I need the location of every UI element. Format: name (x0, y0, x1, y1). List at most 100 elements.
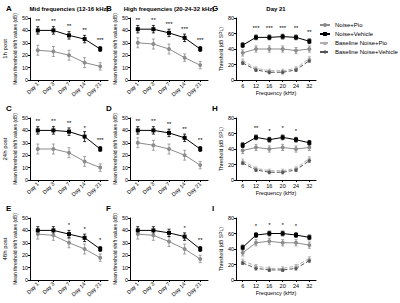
svg-text:Mean threshold shift values (d: Mean threshold shift values (dB) (112, 13, 118, 85)
svg-text:30: 30 (22, 240, 28, 246)
svg-text:0: 0 (125, 277, 128, 283)
svg-text:Day 3: Day 3 (141, 181, 155, 195)
svg-text:50: 50 (22, 115, 28, 121)
svg-text:10: 10 (122, 65, 128, 71)
svg-text:40: 40 (22, 227, 28, 233)
svg-text:Day 3: Day 3 (41, 281, 55, 295)
svg-text:Mean threshold shift values (d: Mean threshold shift values (dB) (112, 213, 118, 285)
svg-text:**: ** (67, 120, 72, 126)
svg-text:10: 10 (22, 65, 28, 71)
svg-text:Frequency (kHz): Frequency (kHz) (256, 190, 297, 196)
svg-text:60: 60 (228, 31, 234, 37)
svg-text:Day 14: Day 14 (170, 281, 187, 298)
svg-text:1h post: 1h post (2, 39, 8, 59)
svg-text:Day 14: Day 14 (170, 181, 187, 198)
svg-text:80: 80 (228, 115, 234, 121)
svg-text:20: 20 (122, 52, 128, 58)
svg-text:40: 40 (22, 27, 28, 33)
svg-text:E: E (6, 204, 12, 213)
svg-text:***: *** (97, 37, 105, 43)
svg-text:Day 14: Day 14 (70, 281, 87, 298)
svg-text:Threshold (dB SPL): Threshold (dB SPL) (218, 227, 224, 271)
svg-text:**: ** (51, 118, 56, 124)
svg-text:30: 30 (122, 140, 128, 146)
svg-text:**: ** (151, 118, 156, 124)
svg-text:Mean threshold shift values (d: Mean threshold shift values (dB) (12, 213, 18, 285)
svg-text:12: 12 (253, 283, 259, 289)
svg-text:*: * (83, 125, 86, 131)
svg-text:***: *** (181, 26, 189, 32)
svg-text:**: ** (35, 118, 40, 124)
svg-text:40: 40 (22, 127, 28, 133)
svg-text:Day 1: Day 1 (26, 181, 40, 195)
svg-text:**: ** (135, 17, 140, 23)
svg-text:16: 16 (266, 183, 272, 189)
svg-text:20: 20 (228, 162, 234, 168)
svg-text:20: 20 (228, 262, 234, 268)
svg-text:48h post: 48h post (2, 237, 8, 260)
svg-text:40: 40 (122, 27, 128, 33)
svg-text:*: * (295, 128, 298, 134)
svg-text:Day 3: Day 3 (141, 81, 155, 95)
svg-text:**: ** (151, 17, 156, 23)
svg-text:**: ** (307, 29, 312, 35)
svg-text:10: 10 (122, 265, 128, 271)
svg-text:**: ** (35, 18, 40, 24)
svg-text:16: 16 (266, 283, 272, 289)
svg-text:0: 0 (231, 177, 234, 183)
svg-text:***: *** (165, 21, 173, 27)
svg-text:**: ** (51, 18, 56, 24)
svg-text:**: ** (82, 27, 87, 33)
svg-text:30: 30 (22, 140, 28, 146)
svg-text:Day 14: Day 14 (70, 181, 87, 198)
svg-text:Frequency (kHz): Frequency (kHz) (256, 90, 297, 96)
svg-text:Day 1: Day 1 (26, 281, 40, 295)
svg-text:30: 30 (122, 240, 128, 246)
svg-text:40: 40 (228, 146, 234, 152)
svg-text:H: H (212, 104, 218, 113)
svg-text:Mean threshold shift values (d: Mean threshold shift values (dB) (12, 13, 18, 85)
svg-text:20: 20 (22, 52, 28, 58)
svg-text:20: 20 (22, 152, 28, 158)
svg-text:30: 30 (122, 40, 128, 46)
svg-text:20: 20 (280, 83, 286, 89)
svg-text:Day 3: Day 3 (141, 281, 155, 295)
svg-text:6: 6 (241, 83, 244, 89)
svg-text:6: 6 (241, 283, 244, 289)
svg-text:*: * (99, 237, 102, 243)
svg-text:Day 3: Day 3 (41, 81, 55, 95)
svg-text:40: 40 (122, 127, 128, 133)
svg-text:*: * (268, 222, 271, 228)
svg-text:20: 20 (280, 183, 286, 189)
svg-text:12: 12 (253, 83, 259, 89)
svg-text:0: 0 (25, 177, 28, 183)
svg-text:Threshold (dB SPL): Threshold (dB SPL) (218, 127, 224, 171)
svg-text:Day 21: Day 21 (186, 281, 203, 298)
svg-text:Mid frequencies (12-16 kHz): Mid frequencies (12-16 kHz) (29, 6, 108, 12)
svg-text:Day 3: Day 3 (41, 181, 55, 195)
svg-text:*: * (83, 226, 86, 232)
svg-text:Day 21: Day 21 (186, 181, 203, 198)
svg-text:16: 16 (266, 83, 272, 89)
svg-text:*: * (281, 222, 284, 228)
svg-text:32: 32 (306, 283, 312, 289)
svg-text:***: *** (252, 25, 260, 31)
svg-text:Mean threshold shift values (d: Mean threshold shift values (dB) (112, 113, 118, 185)
svg-text:0: 0 (125, 177, 128, 183)
svg-text:80: 80 (228, 215, 234, 221)
svg-text:**: ** (167, 121, 172, 127)
svg-text:*: * (281, 125, 284, 131)
svg-text:24: 24 (293, 83, 299, 89)
svg-text:Noise+Vehicle: Noise+Vehicle (335, 31, 374, 37)
svg-text:20: 20 (280, 283, 286, 289)
svg-text:12: 12 (253, 183, 259, 189)
svg-text:**: ** (198, 137, 203, 143)
svg-text:10: 10 (122, 165, 128, 171)
svg-text:*: * (183, 225, 186, 231)
svg-text:0: 0 (125, 77, 128, 83)
svg-text:***: *** (279, 25, 287, 31)
svg-text:20: 20 (228, 62, 234, 68)
svg-text:High frequencies (20-24-32 kHz: High frequencies (20-24-32 kHz) (124, 6, 215, 12)
svg-text:A: A (6, 4, 12, 13)
svg-text:30: 30 (22, 40, 28, 46)
